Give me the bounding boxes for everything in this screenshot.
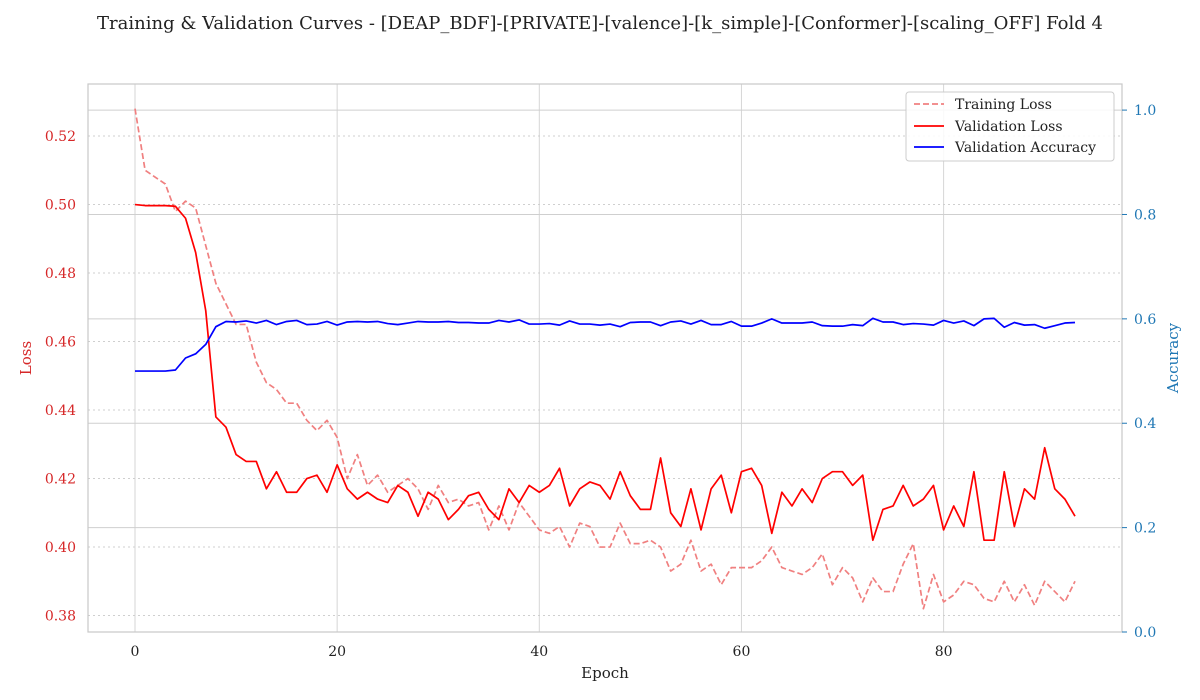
y-right-axis-label: Accuracy [1164,322,1182,394]
legend-label-validation-accuracy: Validation Accuracy [954,140,1096,156]
legend: Training Loss Validation Loss Validation… [905,91,1115,162]
legend-box [905,91,1115,162]
chart-title: Training & Validation Curves - [DEAP_BDF… [97,13,1103,34]
y-right-tick-label: 0.6 [1134,312,1156,328]
y-right-tick-label: 0.8 [1134,207,1156,223]
y-right-tick-label: 0.4 [1134,416,1156,432]
series-line-validation-accuracy [135,317,1076,372]
y-left-axis-ticks: 0.38 0.40 0.42 0.44 0.46 0.48 0.50 0.52 [45,129,76,625]
x-axis-label: Epoch [581,664,629,682]
legend-label-validation-loss: Validation Loss [954,119,1063,135]
series-layer [134,108,1076,610]
y-left-tick-label: 0.52 [45,129,76,145]
y-left-tick-label: 0.44 [45,403,76,419]
y-left-tick-label: 0.38 [45,609,76,625]
x-tick-label: 40 [530,644,548,660]
y-left-tick-label: 0.50 [45,198,76,214]
y-left-tick-label: 0.46 [45,335,76,351]
y-right-tick-label: 0.2 [1134,521,1156,537]
x-tick-label: 80 [935,644,953,660]
x-axis-ticks: 0 20 40 60 80 [131,644,953,660]
legend-label-training-loss: Training Loss [955,97,1052,113]
series-line-validation-loss [134,203,1076,542]
y-left-tick-label: 0.42 [45,472,76,488]
y-right-tick-label: 1.0 [1134,103,1156,119]
y-left-tick-label: 0.48 [45,266,76,282]
x-tick-label: 0 [131,644,140,660]
y-right-axis-ticks: 0.0 0.2 0.4 0.6 0.8 1.0 [1122,103,1156,641]
y-left-tick-label: 0.40 [45,540,76,556]
y-left-axis-label: Loss [17,341,35,375]
y-right-tick-label: 0.0 [1134,625,1156,641]
plot-frame [87,83,1123,633]
x-tick-label: 20 [328,644,346,660]
series-line-training-loss [134,108,1076,610]
grid [88,84,1122,633]
x-tick-label: 60 [733,644,751,660]
